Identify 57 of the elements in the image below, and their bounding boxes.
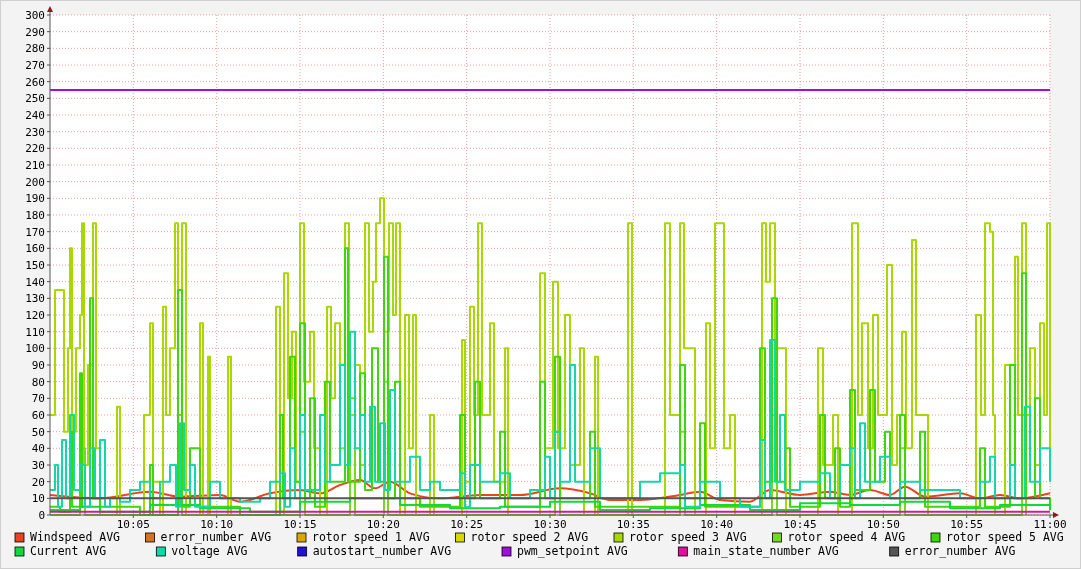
x-tick-label: 10:45 <box>783 518 817 531</box>
y-tick-label: 70 <box>31 392 45 406</box>
y-tick-label: 200 <box>25 175 45 189</box>
x-tick-label: 10:50 <box>866 518 900 531</box>
y-tick-label: 210 <box>25 158 45 172</box>
x-tick-label: 10:30 <box>533 518 567 531</box>
y-tick-label: 130 <box>25 292 45 306</box>
legend-label: main_state_number AVG <box>693 544 839 558</box>
legend-label: voltage AVG <box>171 544 248 558</box>
x-tick-label: 10:55 <box>950 518 984 531</box>
legend-label: rotor speed 5 AVG <box>946 530 1064 544</box>
legend-label: Current AVG <box>30 544 107 558</box>
y-tick-label: 150 <box>25 258 45 272</box>
y-tick-label: 300 <box>25 8 45 22</box>
legend-label: pwm_setpoint AVG <box>517 544 628 558</box>
y-tick-label: 30 <box>31 458 45 472</box>
y-tick-label: 10 <box>31 492 45 506</box>
legend-label: error_number AVG <box>904 544 1016 558</box>
y-tick-label: 220 <box>25 142 45 156</box>
y-tick-label: 120 <box>25 308 45 322</box>
legend-label: rotor speed 3 AVG <box>629 530 747 544</box>
y-tick-label: 260 <box>25 75 45 89</box>
y-tick-label: 80 <box>31 375 45 389</box>
y-tick-label: 280 <box>25 42 45 56</box>
legend-label: rotor speed 4 AVG <box>787 530 906 544</box>
x-tick-label: 10:15 <box>283 518 317 531</box>
x-tick-label: 10:10 <box>200 518 234 531</box>
y-tick-label: 290 <box>25 25 45 39</box>
x-tick-label: 10:05 <box>116 518 150 531</box>
x-tick-label: 10:35 <box>616 518 650 531</box>
y-tick-label: 230 <box>25 125 45 139</box>
y-tick-label: 20 <box>31 475 45 489</box>
y-tick-label: 50 <box>31 425 45 439</box>
x-tick-label: 10:40 <box>700 518 734 531</box>
y-tick-label: 0 <box>38 508 45 522</box>
y-tick-label: 190 <box>25 192 45 206</box>
y-tick-label: 140 <box>25 275 45 289</box>
y-tick-label: 40 <box>31 442 45 456</box>
x-tick-label: 10:25 <box>450 518 484 531</box>
y-tick-label: 110 <box>25 325 45 339</box>
legend-label: autostart_number AVG <box>312 544 452 558</box>
y-tick-label: 240 <box>25 108 45 122</box>
y-tick-label: 180 <box>25 208 45 222</box>
y-tick-label: 160 <box>25 242 45 256</box>
legend-label: rotor speed 1 AVG <box>312 530 430 544</box>
x-tick-label: 10:20 <box>366 518 400 531</box>
legend-label: error_number AVG <box>160 530 272 544</box>
y-tick-label: 170 <box>25 225 45 239</box>
y-tick-label: 60 <box>31 408 45 422</box>
y-tick-label: 100 <box>25 342 45 356</box>
x-tick-label: 11:00 <box>1033 518 1067 531</box>
legend-label: Windspeed AVG <box>30 530 121 544</box>
y-tick-label: 90 <box>31 358 45 372</box>
legend-label: rotor speed 2 AVG <box>470 530 589 544</box>
line-series <box>49 479 1051 503</box>
y-tick-label: 250 <box>25 92 45 106</box>
y-tick-label: 270 <box>25 58 45 72</box>
